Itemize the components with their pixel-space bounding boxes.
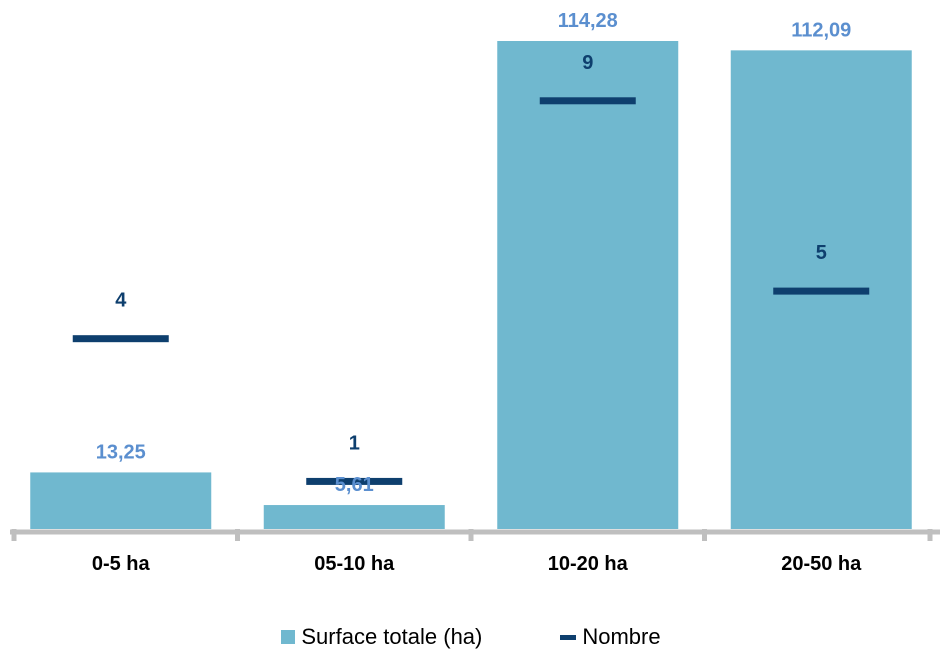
markers-layer — [72, 97, 870, 485]
legend-bar-label: Surface totale (ha) — [301, 624, 483, 649]
legend-item-bar: Surface totale (ha) — [281, 624, 482, 650]
category-label: 20-50 ha — [781, 553, 862, 575]
bar-value-label: 114,28 — [558, 10, 618, 32]
bar-value-label: 112,09 — [791, 19, 851, 41]
marker — [539, 97, 636, 105]
marker — [72, 335, 169, 343]
marker-value-label: 5 — [816, 242, 827, 264]
category-label: 10-20 ha — [548, 553, 629, 575]
category-label: 0-5 ha — [92, 553, 151, 575]
marker-value-label: 9 — [582, 52, 593, 74]
bars-layer — [30, 41, 912, 529]
marker-value-label: 1 — [349, 432, 360, 454]
bar — [497, 41, 679, 529]
bar — [263, 505, 445, 529]
x-axis — [10, 529, 940, 541]
marker — [773, 287, 870, 295]
legend-bar-swatch — [281, 630, 296, 644]
category-label: 05-10 ha — [314, 553, 395, 575]
bar-value-label: 5,61 — [335, 474, 374, 496]
legend: Surface totale (ha) Nombre — [0, 624, 942, 650]
legend-line-swatch — [560, 634, 577, 640]
chart: 13,25 4 0-5 ha 5,61 1 05-10 ha 114,28 9 10-20 ha… — [10, 10, 940, 575]
marker — [306, 477, 403, 485]
bar — [30, 472, 212, 529]
marker-value-label: 4 — [115, 290, 127, 312]
labels-layer: 13,25 4 0-5 ha 5,61 1 05-10 ha 114,28 9 10-20 ha… — [92, 10, 862, 575]
bar-value-label: 13,25 — [96, 441, 146, 463]
legend-line-label: Nombre — [582, 624, 661, 649]
legend-item-line: Nombre — [560, 624, 661, 650]
